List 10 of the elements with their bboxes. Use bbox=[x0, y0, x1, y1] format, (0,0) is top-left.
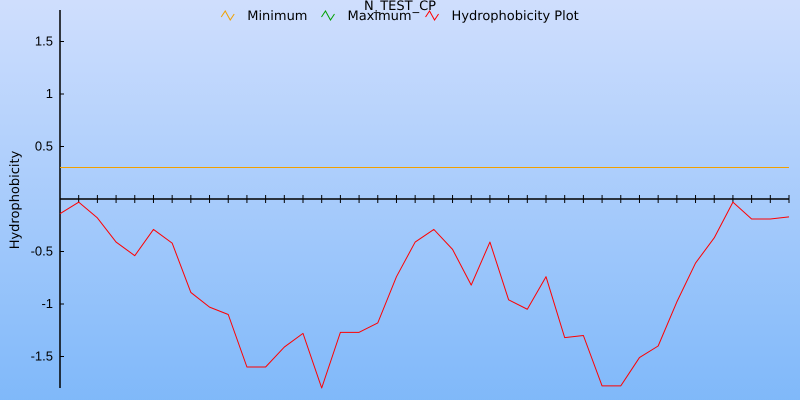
y-tick-label: 1 bbox=[46, 86, 53, 102]
legend-label: Minimum bbox=[247, 9, 308, 24]
y-tick-label: 0.5 bbox=[34, 138, 53, 154]
y-tick-label: -1 bbox=[41, 296, 53, 312]
line-series bbox=[60, 202, 790, 388]
legend-label: Hydrophobicity Plot bbox=[452, 9, 579, 24]
y-tick-label: -1.5 bbox=[30, 348, 53, 364]
y-axis-title: Hydrophobicity bbox=[8, 150, 23, 250]
y-tick-label: -0.5 bbox=[30, 244, 53, 259]
y-tick-label: 1.5 bbox=[34, 34, 53, 49]
